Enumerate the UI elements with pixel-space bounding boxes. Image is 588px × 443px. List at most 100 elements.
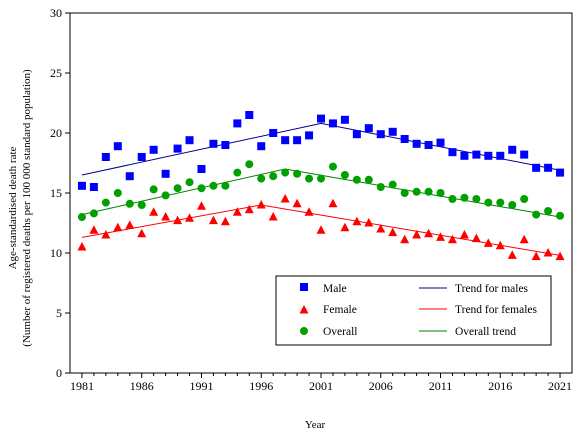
overall-point bbox=[197, 184, 206, 193]
male-point bbox=[340, 115, 349, 124]
male-point bbox=[520, 150, 529, 159]
overall-point bbox=[233, 168, 242, 177]
male-point bbox=[125, 172, 134, 181]
female-point bbox=[400, 234, 410, 244]
female-point bbox=[268, 212, 278, 221]
male-point bbox=[305, 131, 314, 140]
overall-point bbox=[376, 183, 385, 191]
female-point bbox=[471, 233, 481, 243]
legend-label-overall-trend: Overall trend bbox=[455, 326, 516, 338]
overall-point bbox=[544, 207, 553, 215]
legend-label-female-trend: Trend for females bbox=[455, 304, 537, 316]
female-point bbox=[459, 230, 469, 239]
female-point bbox=[220, 216, 230, 226]
x-tick-label: 2006 bbox=[369, 379, 393, 393]
male-point bbox=[496, 151, 505, 160]
male-point bbox=[233, 119, 242, 128]
female-point bbox=[364, 218, 374, 227]
y-tick-label: 15 bbox=[50, 186, 62, 200]
female-point bbox=[292, 198, 302, 208]
overall-point bbox=[484, 198, 493, 207]
overall-point bbox=[257, 174, 266, 183]
legend-label-male: Male bbox=[323, 283, 347, 295]
female-point bbox=[232, 207, 242, 216]
overall-point bbox=[412, 187, 421, 196]
female-point bbox=[89, 225, 99, 234]
x-tick-label: 1991 bbox=[189, 379, 213, 393]
y-tick-label: 20 bbox=[50, 126, 62, 140]
male-point bbox=[137, 153, 146, 161]
female-point bbox=[507, 250, 517, 259]
overall-point bbox=[305, 174, 314, 183]
female-point bbox=[161, 212, 171, 221]
male-point bbox=[436, 138, 445, 147]
female-point bbox=[531, 251, 541, 261]
male-point bbox=[101, 153, 110, 161]
legend-label-female: Female bbox=[323, 304, 357, 316]
female-point bbox=[340, 222, 350, 232]
x-tick-label: 2016 bbox=[488, 379, 512, 393]
female-point bbox=[316, 225, 326, 234]
x-tick-label: 1981 bbox=[70, 379, 94, 393]
overall-point bbox=[125, 199, 134, 208]
legend-box bbox=[275, 275, 552, 346]
y-axis-title-line1: Age-standardised death rate bbox=[7, 146, 19, 269]
overall-point bbox=[317, 174, 325, 183]
female-point bbox=[555, 251, 565, 261]
male-point bbox=[364, 124, 373, 133]
female-point bbox=[424, 228, 434, 238]
male-point bbox=[209, 139, 218, 148]
female-point bbox=[113, 222, 123, 232]
overall-point bbox=[472, 195, 481, 203]
overall-point bbox=[113, 189, 122, 197]
male-point bbox=[245, 111, 254, 119]
female-point bbox=[304, 207, 314, 216]
overall-point bbox=[364, 175, 373, 184]
female-point bbox=[208, 215, 218, 225]
male-point bbox=[317, 114, 325, 123]
x-tick-label: 2001 bbox=[309, 379, 333, 393]
male-point bbox=[77, 181, 86, 190]
male-point bbox=[388, 127, 397, 136]
overall-point bbox=[101, 198, 110, 207]
legend: Male Female Overall Trend for males Tren… bbox=[275, 275, 552, 346]
female-point bbox=[543, 248, 553, 257]
female-point bbox=[101, 230, 111, 239]
x-tick-label: 2011 bbox=[429, 379, 453, 393]
male-point bbox=[472, 150, 481, 159]
male-point bbox=[556, 168, 565, 177]
overall-point bbox=[460, 193, 469, 202]
female-point bbox=[77, 242, 87, 251]
overall-point bbox=[496, 198, 505, 207]
y-tick-label: 5 bbox=[56, 306, 62, 320]
female-point bbox=[196, 201, 206, 210]
overall-point bbox=[520, 195, 529, 203]
female-point bbox=[173, 215, 183, 225]
female-point bbox=[352, 216, 362, 226]
overall-point bbox=[532, 210, 541, 219]
male-point bbox=[257, 142, 266, 151]
female-point bbox=[244, 204, 254, 214]
male-point bbox=[89, 183, 98, 191]
female-point bbox=[280, 194, 290, 203]
overall-point bbox=[221, 181, 230, 190]
legend-marker-male bbox=[300, 283, 308, 291]
female-point bbox=[483, 238, 493, 247]
overall-point bbox=[424, 187, 433, 196]
male-point bbox=[424, 141, 433, 149]
overall-point bbox=[340, 171, 349, 179]
female-point bbox=[185, 213, 195, 222]
male-point bbox=[161, 169, 170, 178]
x-tick-label: 1996 bbox=[249, 379, 273, 393]
male-point bbox=[281, 136, 290, 145]
y-tick-label: 30 bbox=[50, 6, 62, 20]
y-axis-title-line2: (Number of registered deaths per 100 000… bbox=[21, 69, 33, 347]
male-point bbox=[185, 136, 194, 145]
male-point bbox=[113, 142, 122, 151]
overall-point bbox=[149, 185, 158, 194]
male-point bbox=[221, 141, 230, 149]
overall-point bbox=[185, 178, 194, 187]
female-point bbox=[137, 228, 147, 238]
male-point bbox=[412, 139, 421, 148]
overall-point bbox=[400, 189, 409, 197]
